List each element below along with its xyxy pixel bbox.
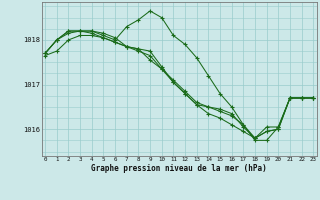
- X-axis label: Graphe pression niveau de la mer (hPa): Graphe pression niveau de la mer (hPa): [91, 164, 267, 173]
